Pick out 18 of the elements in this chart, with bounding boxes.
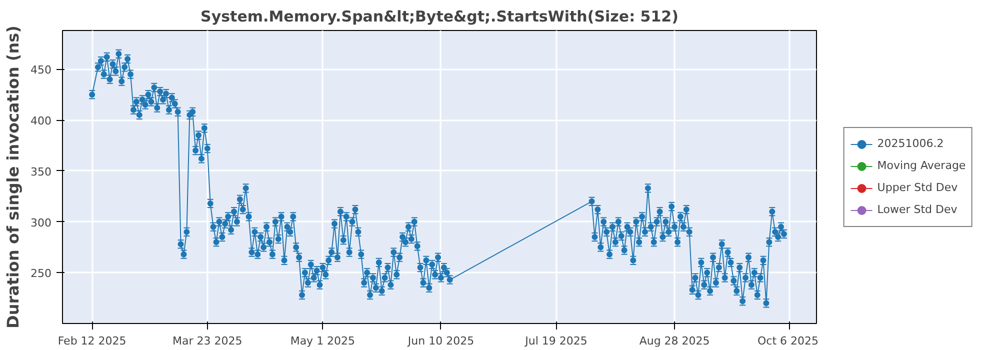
- y-tick-label: 250: [30, 267, 52, 280]
- x-tick-label: May 1 2025: [290, 334, 356, 348]
- x-tick-label: Mar 23 2025: [172, 334, 242, 348]
- x-tick-label: Jul 19 2025: [524, 334, 588, 348]
- legend-label: Moving Average: [877, 159, 966, 172]
- y-tick-label: 350: [30, 165, 52, 178]
- x-tick-label: Aug 28 2025: [639, 334, 710, 348]
- y-axis-title: Duration of single invocation (ns): [4, 26, 23, 328]
- y-tick-label: 300: [30, 216, 52, 230]
- x-tick-label: Jun 10 2025: [406, 334, 474, 348]
- chart-title: System.Memory.Span&lt;Byte&gt;.StartsWith(Size: 512): [200, 8, 678, 26]
- legend-label: 20251006.2: [877, 137, 944, 150]
- x-tick-label: Feb 12 2025: [58, 334, 126, 348]
- x-tick-label: Oct 6 2025: [757, 334, 819, 348]
- y-tick-label: 400: [30, 114, 52, 128]
- legend-label: Lower Std Dev: [877, 203, 958, 216]
- legend-label: Upper Std Dev: [877, 181, 958, 194]
- y-tick-label: 450: [30, 64, 52, 77]
